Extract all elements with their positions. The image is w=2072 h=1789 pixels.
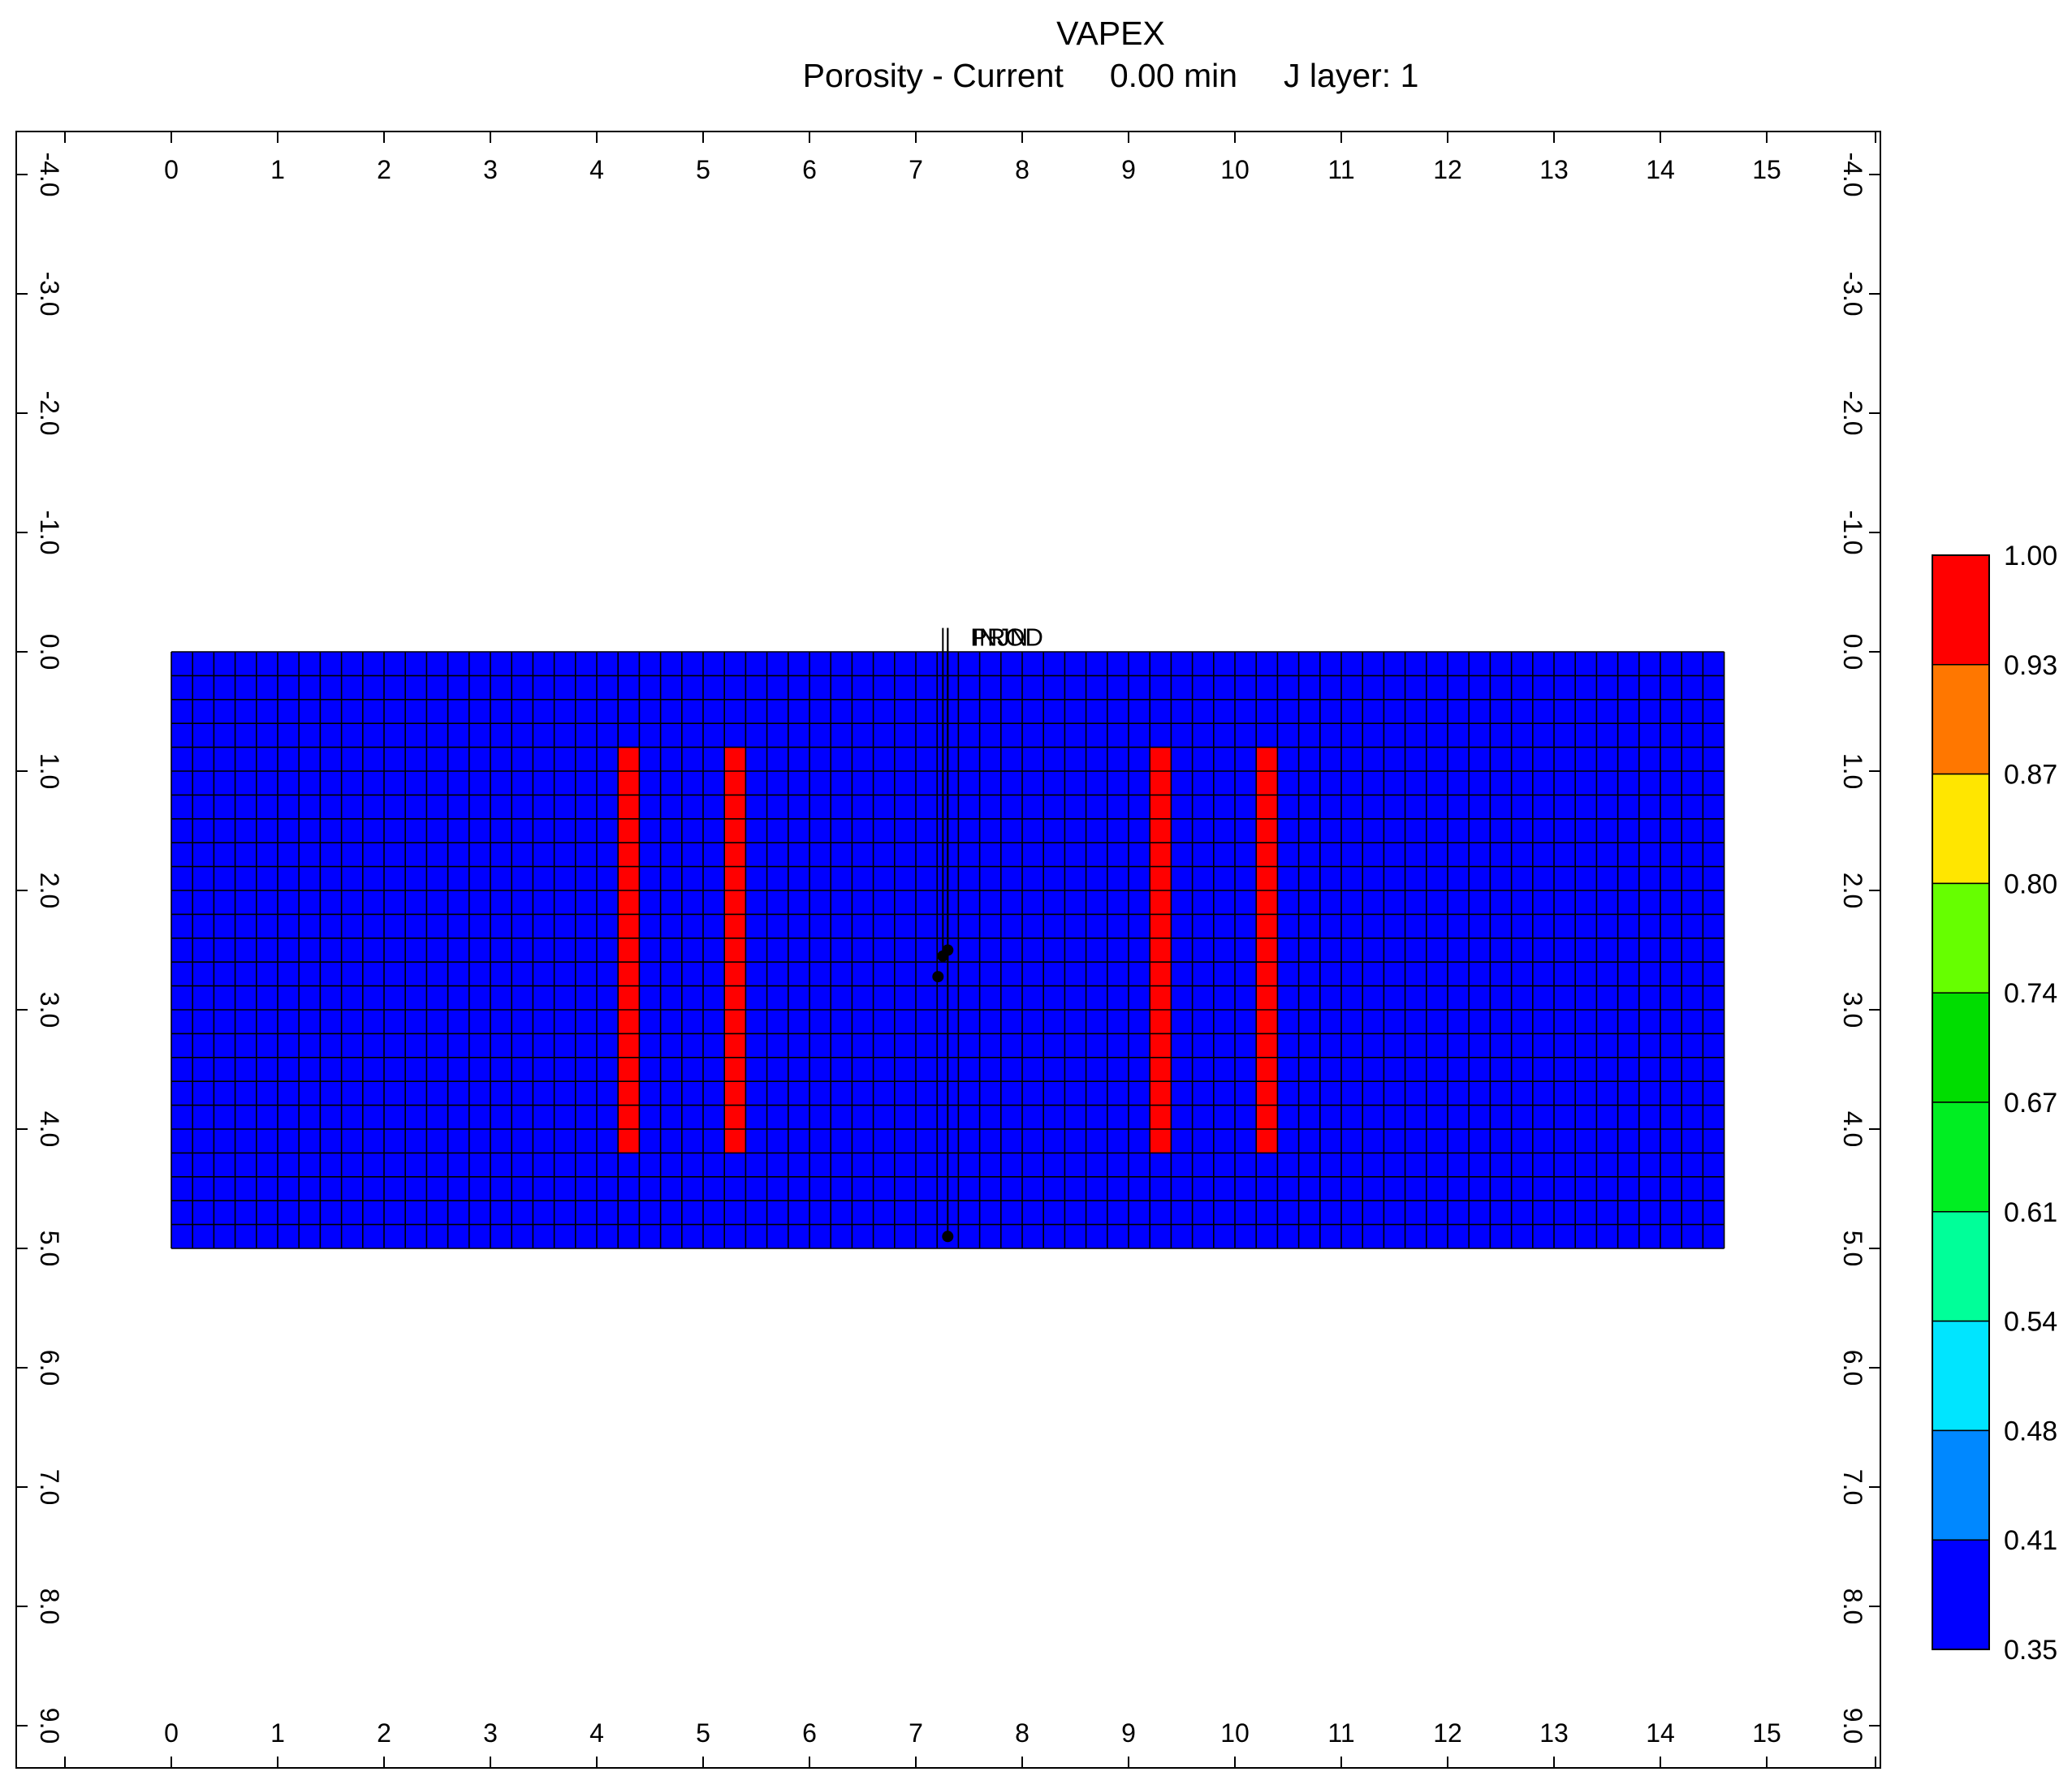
y-tick-label-left: 2.0 [35, 873, 64, 908]
x-tick-label-top: 11 [1327, 155, 1354, 184]
high-porosity-zone [618, 747, 640, 1153]
well-marker [932, 971, 944, 983]
x-tick-label-bottom: 7 [909, 1718, 923, 1748]
x-tick-label-top: 9 [1121, 155, 1136, 184]
x-tick-label-top: 0 [164, 155, 179, 184]
y-tick-label-left: 8.0 [35, 1589, 64, 1624]
plot-frame [15, 131, 1881, 1769]
colorbar-segment [1932, 1320, 1990, 1432]
y-tick-label-left: 0.0 [35, 634, 64, 670]
colorbar-segment [1932, 1101, 1990, 1213]
y-tick-label-left: 7.0 [35, 1469, 64, 1505]
x-tick-label-top: 4 [589, 155, 604, 184]
colorbar-label: 0.35 [2004, 1635, 2057, 1666]
x-tick-label-bottom: 2 [377, 1718, 391, 1748]
x-tick-label-top: 14 [1646, 155, 1675, 184]
colorbar-label: 0.74 [2004, 978, 2057, 1009]
y-tick-label-right: 7.0 [1838, 1469, 1867, 1505]
x-tick-label-bottom: 10 [1220, 1718, 1250, 1748]
x-tick-label-top: 3 [483, 155, 498, 184]
chart-subtitle: Porosity - Current 0.00 min J layer: 1 [802, 57, 1419, 94]
well-label: PROD [970, 623, 1043, 652]
colorbar-segment [1932, 773, 1990, 885]
colorbar-label: 0.67 [2004, 1088, 2057, 1119]
x-tick-label-top: 10 [1220, 155, 1250, 184]
y-tick-label-left: 4.0 [35, 1111, 64, 1147]
x-tick-label-bottom: 0 [164, 1718, 179, 1748]
x-tick-label-bottom: 13 [1539, 1718, 1569, 1748]
y-tick-label-right: -2.0 [1838, 390, 1867, 435]
x-tick-label-bottom: 11 [1327, 1718, 1354, 1748]
x-tick-label-bottom: 15 [1752, 1718, 1781, 1748]
well-label-overlap: INJN [972, 623, 1028, 652]
colorbar-label: 0.93 [2004, 650, 2057, 681]
well-marker [937, 950, 949, 962]
colorbar-segment [1932, 992, 1990, 1103]
colorbar-segment [1932, 554, 1990, 666]
x-tick-label-top: 6 [802, 155, 817, 184]
x-tick-label-top: 5 [696, 155, 710, 184]
y-tick-label-right: 5.0 [1838, 1231, 1867, 1266]
chart-title: VAPEX [1056, 15, 1165, 52]
colorbar-segment [1932, 1539, 1990, 1650]
colorbar-frame [1932, 554, 1990, 1650]
x-tick-label-bottom: 3 [483, 1718, 498, 1748]
y-tick-label-left: -4.0 [35, 152, 64, 196]
y-tick-label-right: -4.0 [1838, 152, 1867, 196]
colorbar-label: 0.48 [2004, 1416, 2057, 1446]
y-tick-label-right: 2.0 [1838, 873, 1867, 908]
y-tick-label-left: -3.0 [35, 271, 64, 316]
high-porosity-zone [1150, 747, 1172, 1153]
x-tick-label-bottom: 5 [696, 1718, 710, 1748]
y-tick-label-right: 0.0 [1838, 634, 1867, 670]
y-tick-label-left: 6.0 [35, 1350, 64, 1386]
x-tick-label-bottom: 12 [1433, 1718, 1462, 1748]
y-tick-label-right: 4.0 [1838, 1111, 1867, 1147]
x-tick-label-bottom: 6 [802, 1718, 817, 1748]
x-tick-label-top: 13 [1539, 155, 1569, 184]
x-tick-label-top: 8 [1015, 155, 1030, 184]
x-tick-label-bottom: 1 [270, 1718, 285, 1748]
y-tick-label-left: -1.0 [35, 510, 64, 554]
y-tick-label-right: 9.0 [1838, 1708, 1867, 1744]
colorbar-label: 0.80 [2004, 869, 2057, 899]
colorbar-segment [1932, 882, 1990, 994]
x-tick-label-bottom: 4 [589, 1718, 604, 1748]
x-tick-label-top: 2 [377, 155, 391, 184]
y-tick-label-left: 1.0 [35, 753, 64, 789]
high-porosity-zone [724, 747, 746, 1153]
x-tick-label-top: 12 [1433, 155, 1462, 184]
x-tick-label-top: 7 [909, 155, 923, 184]
x-tick-label-bottom: 9 [1121, 1718, 1136, 1748]
y-tick-label-left: 9.0 [35, 1708, 64, 1744]
well-marker [942, 1231, 954, 1243]
y-tick-label-right: 8.0 [1838, 1589, 1867, 1624]
colorbar-label: 0.54 [2004, 1307, 2057, 1338]
y-tick-label-left: -2.0 [35, 390, 64, 435]
colorbar-label: 0.87 [2004, 760, 2057, 791]
y-tick-label-right: 6.0 [1838, 1350, 1867, 1386]
y-tick-label-right: 3.0 [1838, 992, 1867, 1028]
colorbar-label: 0.41 [2004, 1525, 2057, 1556]
y-tick-label-right: 1.0 [1838, 753, 1867, 789]
x-tick-label-top: 1 [270, 155, 285, 184]
colorbar-segment [1932, 664, 1990, 775]
x-tick-label-bottom: 14 [1646, 1718, 1675, 1748]
y-tick-label-right: -1.0 [1838, 510, 1867, 554]
y-tick-label-left: 3.0 [35, 992, 64, 1028]
colorbar-segment [1932, 1429, 1990, 1541]
colorbar-label: 1.00 [2004, 541, 2057, 571]
x-tick-label-top: 15 [1752, 155, 1781, 184]
colorbar-label: 0.61 [2004, 1197, 2057, 1228]
y-tick-label-right: -3.0 [1838, 271, 1867, 316]
x-tick-label-bottom: 8 [1015, 1718, 1030, 1748]
high-porosity-zone [1256, 747, 1278, 1153]
colorbar-segment [1932, 1211, 1990, 1322]
y-tick-label-left: 5.0 [35, 1231, 64, 1266]
